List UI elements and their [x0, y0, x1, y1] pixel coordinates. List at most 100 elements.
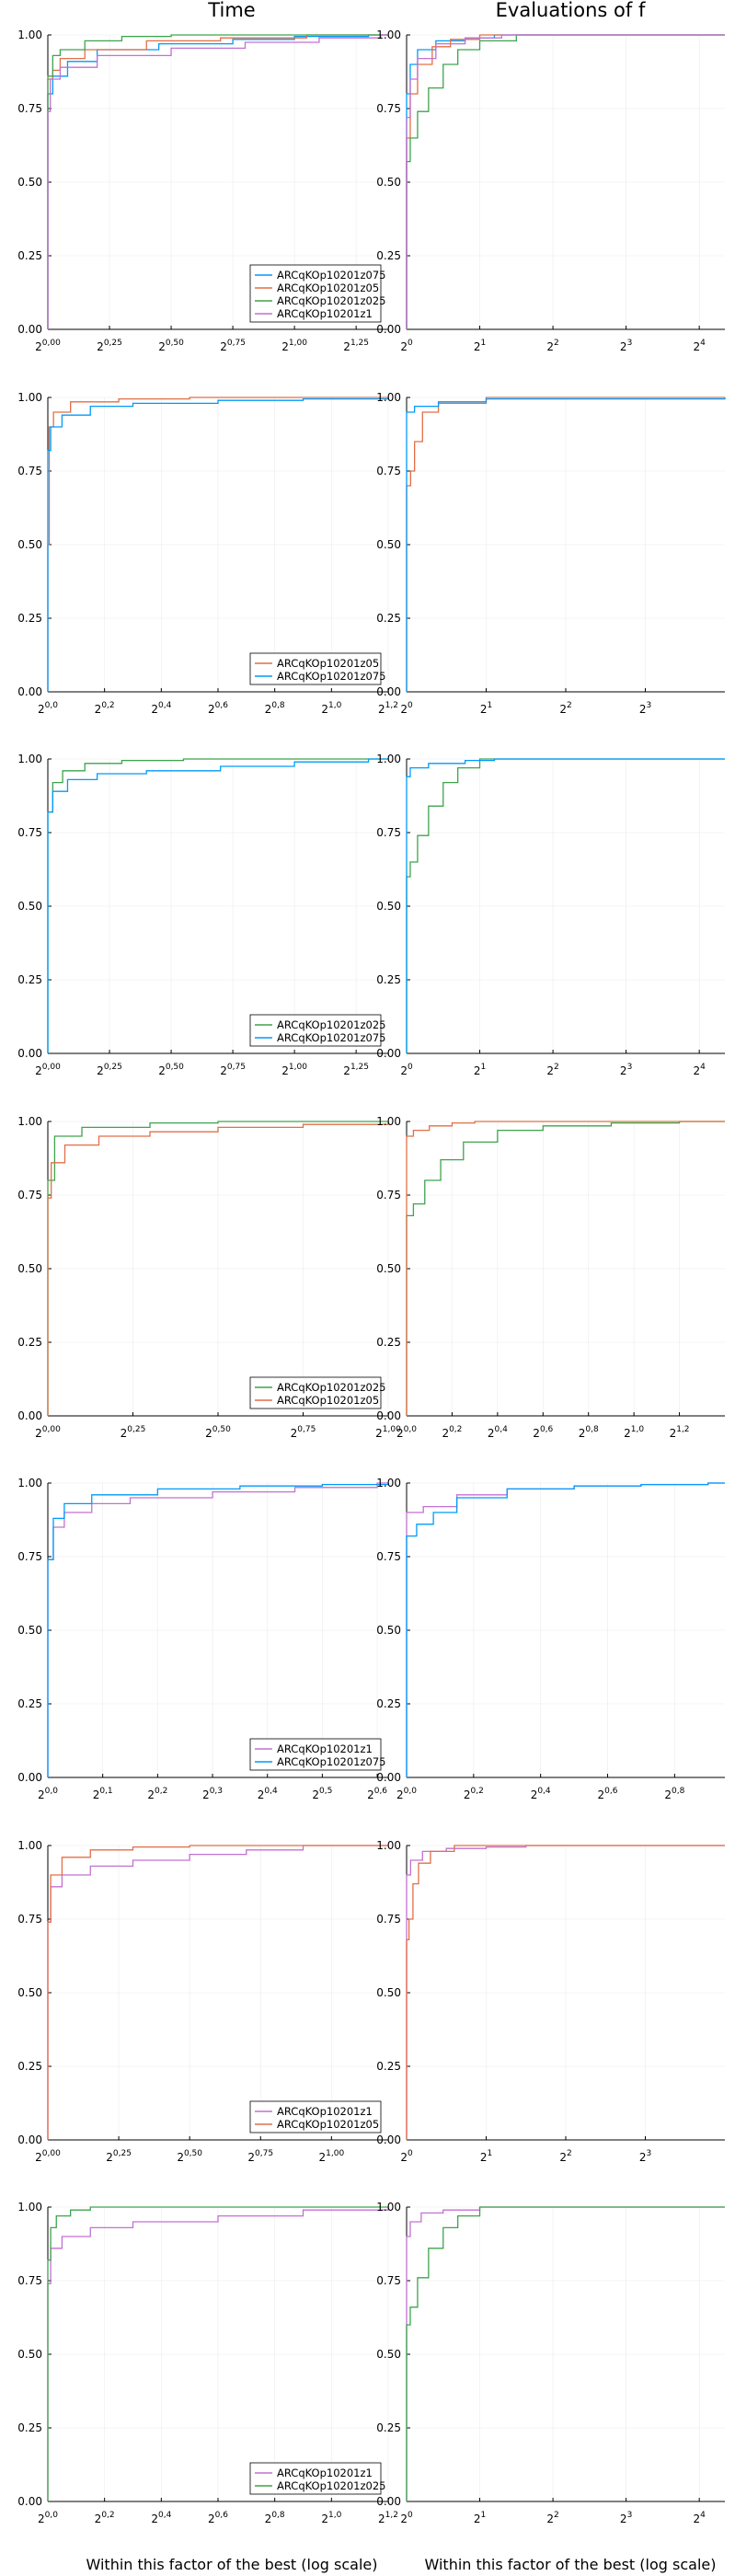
y-tick-label: 0.75: [17, 1913, 42, 1926]
legend-entry-label: ARCqKOp10201z025: [277, 1381, 385, 1394]
x-tick-label: 20,25: [97, 1063, 122, 1077]
x-tick-label: 20,0: [38, 701, 58, 716]
x-tick-label: 20,2: [442, 1425, 462, 1440]
series-line: [406, 1121, 725, 1416]
series-line: [406, 758, 725, 1053]
x-tick-label: 20,00: [35, 339, 61, 353]
y-tick-label: 0.25: [376, 612, 401, 625]
legend-entry-label: ARCqKOp10201z075: [277, 670, 385, 683]
x-tick-label: 20,50: [158, 1063, 184, 1077]
x-tick-label: 22: [559, 701, 571, 716]
chart-panel: 0.00 0.25 0.50 0.75 1.00 20,00 20,25 20,50 20,75…: [17, 1115, 401, 1440]
y-tick-label: 1.00: [376, 1115, 401, 1128]
x-tick-label: 21,00: [281, 1063, 307, 1077]
y-tick-label: 0.75: [376, 1913, 401, 1926]
legend-entry-label: ARCqKOp10201z1: [277, 307, 373, 320]
y-tick-label: 0.50: [17, 1624, 42, 1637]
x-tick-label: 20,0: [38, 2511, 58, 2525]
x-tick-label: 21,2: [670, 1425, 690, 1440]
y-tick-label: 1.00: [17, 2201, 42, 2214]
y-tick-label: 0.00: [17, 685, 42, 698]
y-tick-label: 0.75: [376, 465, 401, 477]
x-tick-label: 21,2: [378, 2511, 398, 2525]
series-line: [47, 1845, 388, 2140]
legend-entry-label: ARCqKOp10201z1: [277, 2105, 373, 2118]
y-tick-label: 0.25: [376, 1697, 401, 1710]
series-line: [406, 2206, 725, 2501]
y-tick-label: 0.50: [17, 538, 42, 551]
x-tick-label: 22: [546, 2511, 558, 2525]
x-tick-label: 20,0: [396, 1425, 417, 1440]
legend-entry-label: ARCqKOp10201z1: [277, 2467, 373, 2479]
y-tick-label: 0.25: [17, 973, 42, 986]
legend-entry-label: ARCqKOp10201z025: [277, 1018, 385, 1031]
x-tick-label: 20,2: [95, 701, 115, 716]
x-tick-label: 20,6: [208, 701, 228, 716]
x-tick-label: 20,8: [265, 701, 285, 716]
x-tick-label: 24: [693, 1063, 706, 1077]
y-tick-label: 0.25: [17, 612, 42, 625]
y-tick-label: 0.50: [17, 1986, 42, 1999]
y-tick-label: 0.25: [376, 2060, 401, 2073]
legend-box: [249, 2100, 382, 2133]
y-tick-label: 0.25: [17, 2060, 42, 2073]
legend-entry-label: ARCqKOp10201z025: [277, 294, 385, 307]
series-line: [47, 2207, 389, 2501]
x-tick-label: 21: [474, 339, 486, 353]
y-tick-label: 0.50: [17, 176, 42, 189]
y-tick-label: 1.00: [17, 1115, 42, 1128]
x-tick-label: 20,75: [291, 1425, 316, 1440]
y-tick-label: 0.25: [376, 249, 401, 262]
y-tick-label: 0.25: [17, 249, 42, 262]
x-tick-label: 23: [620, 2511, 632, 2525]
x-tick-label: 20,0: [396, 1787, 417, 1801]
y-tick-label: 0.00: [17, 2133, 42, 2146]
y-tick-label: 0.75: [376, 826, 401, 839]
x-tick-label: 23: [639, 2149, 651, 2164]
x-tick-label: 20,4: [151, 2511, 171, 2525]
y-tick-label: 0.50: [376, 900, 401, 913]
y-tick-label: 1.00: [17, 1477, 42, 1489]
x-tick-label: 20,4: [531, 1787, 551, 1801]
y-tick-label: 0.50: [376, 2348, 401, 2361]
x-tick-label: 20: [400, 2149, 413, 2164]
x-tick-label: 20,4: [488, 1425, 508, 1440]
x-tick-label: 22: [546, 339, 558, 353]
chart-panel: 0.00 0.25 0.50 0.75 1.00 20 21 22 23 24: [376, 29, 725, 353]
y-tick-label: 0.00: [376, 685, 401, 698]
y-tick-label: 0.75: [17, 465, 42, 477]
x-tick-label: 20,00: [35, 1425, 61, 1440]
x-tick-label: 20,5: [312, 1787, 332, 1801]
series-line: [406, 34, 725, 329]
x-tick-label: 20,50: [177, 2149, 202, 2164]
x-tick-label: 20,6: [367, 1787, 387, 1801]
x-tick-label: 21,25: [343, 1063, 369, 1077]
y-tick-label: 1.00: [376, 753, 401, 765]
legend-box: [249, 1014, 382, 1047]
series-line: [47, 1121, 388, 1416]
y-tick-label: 0.00: [376, 323, 401, 336]
chart-panel: 0.00 0.25 0.50 0.75 1.00 20,0 20,1 20,2 20,3 20,4…: [17, 1477, 389, 1801]
chart-panel: 0.00 0.25 0.50 0.75 1.00 20,00 20,25 20,50 20,75…: [17, 29, 388, 353]
x-tick-label: 23: [639, 701, 651, 716]
x-tick-label: 21,00: [281, 339, 307, 353]
x-tick-label: 20,6: [533, 1425, 553, 1440]
x-tick-label: 20,00: [35, 1063, 61, 1077]
x-tick-label: 20,6: [208, 2511, 228, 2525]
x-tick-label: 20,75: [247, 2149, 273, 2164]
series-line: [406, 34, 725, 329]
x-tick-label: 20: [400, 2511, 413, 2525]
y-tick-label: 0.75: [17, 2274, 42, 2287]
x-tick-label: 24: [693, 339, 706, 353]
y-tick-label: 0.75: [17, 826, 42, 839]
y-tick-label: 0.00: [376, 2495, 401, 2508]
legend-entry-label: ARCqKOp10201z05: [277, 657, 379, 670]
series-line: [406, 397, 726, 692]
x-tick-label: 23: [620, 339, 632, 353]
y-tick-label: 0.25: [17, 2421, 42, 2434]
y-tick-label: 1.00: [376, 1839, 401, 1852]
y-tick-label: 0.25: [17, 1336, 42, 1349]
